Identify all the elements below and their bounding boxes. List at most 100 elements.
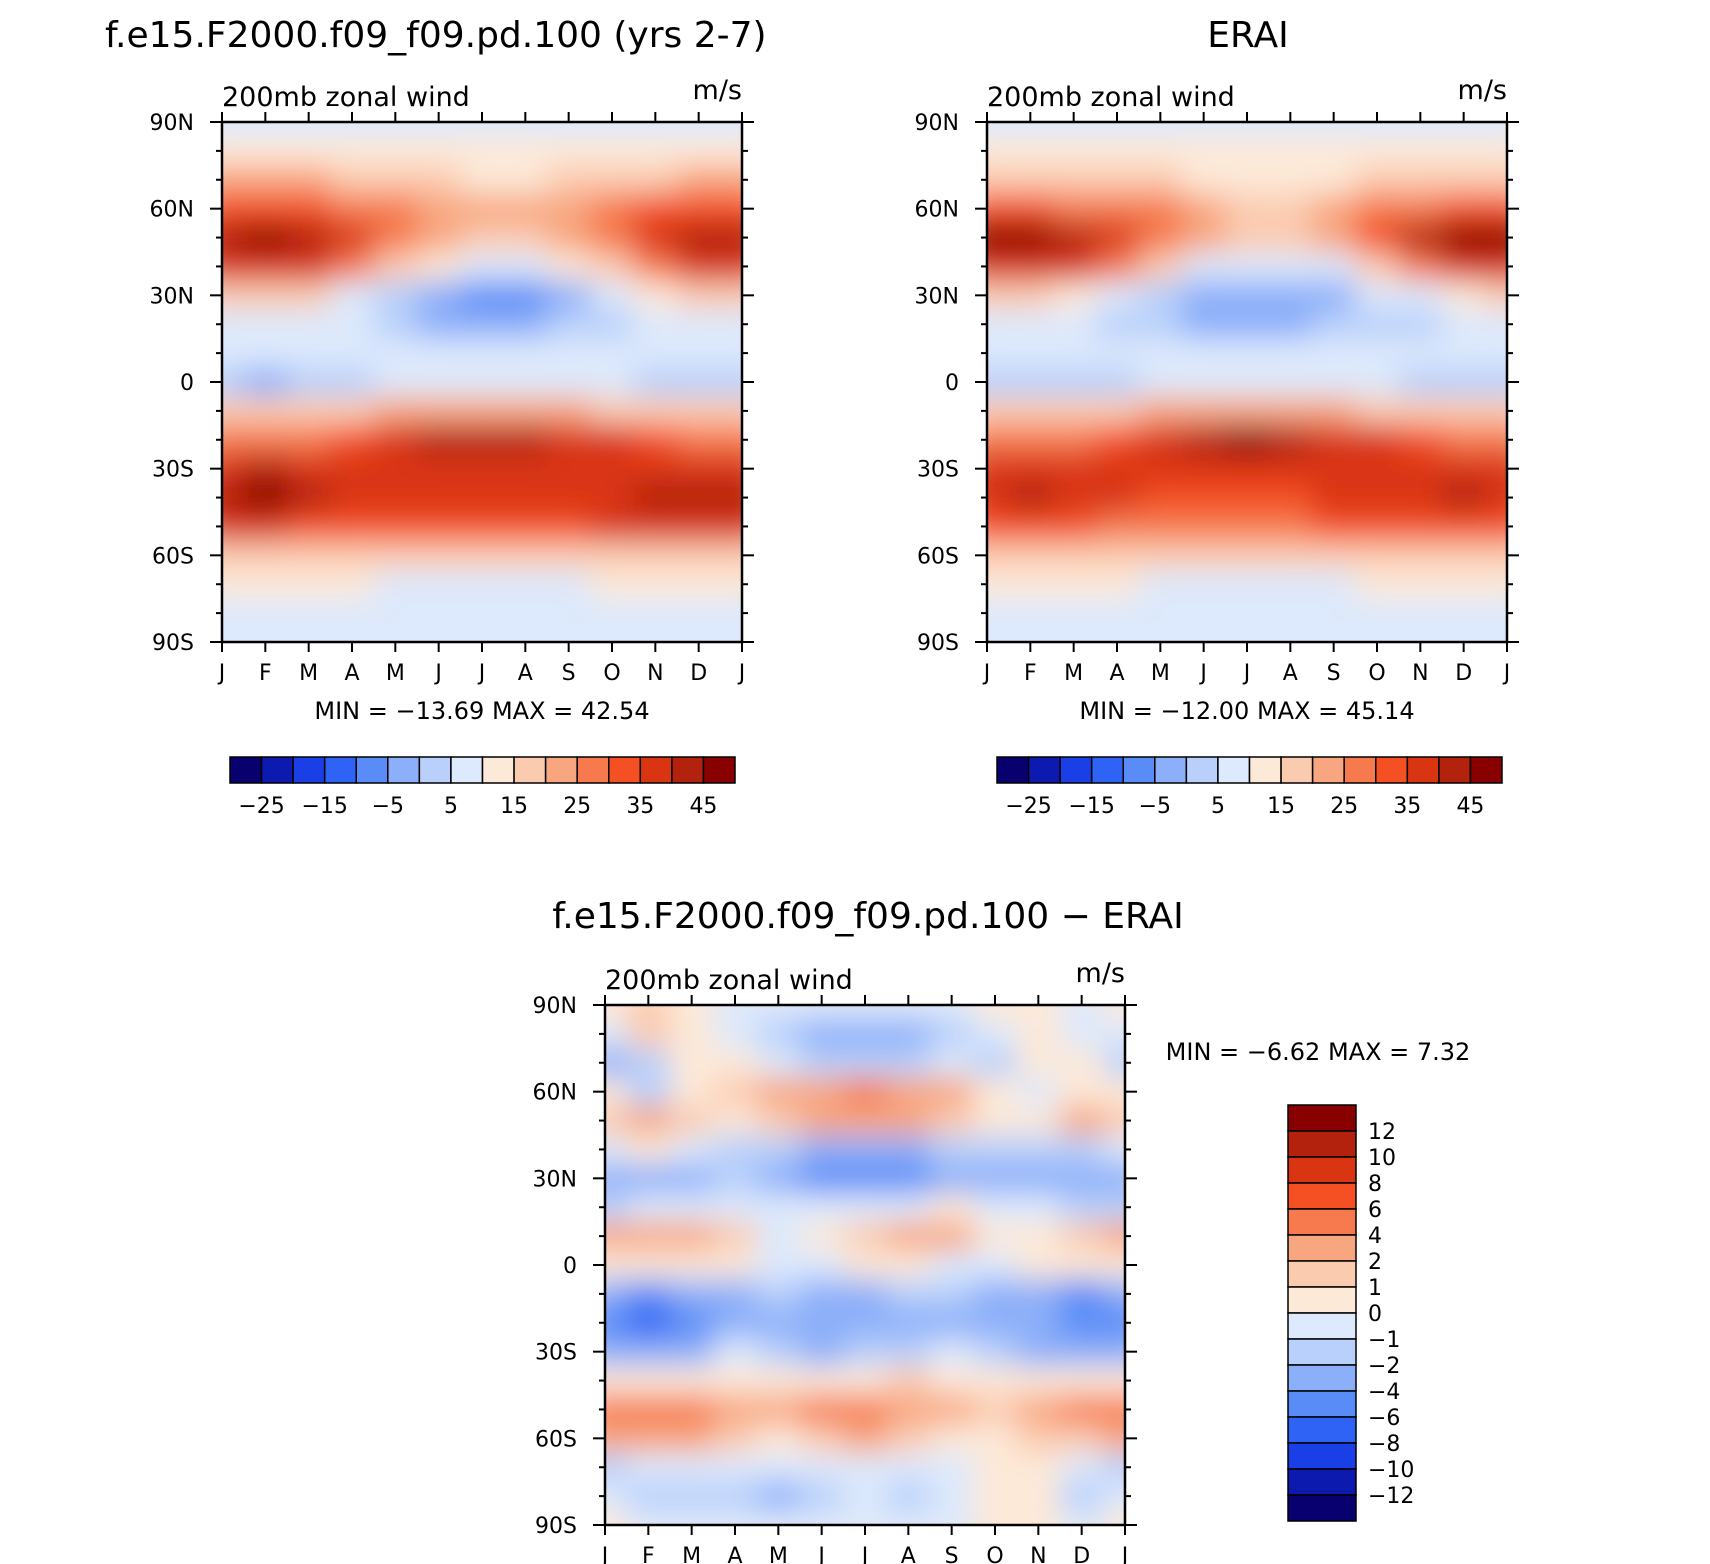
contour-cell: [756, 1337, 801, 1368]
colorbar-swatch: [1287, 1468, 1357, 1496]
contour-cell: [670, 1135, 715, 1165]
contour-cell: [633, 165, 678, 196]
contour-cell: [800, 1221, 845, 1252]
contour-cell: [1312, 165, 1357, 196]
colorbar-swatch: [229, 756, 263, 784]
colorbar-swatch: [996, 756, 1030, 784]
contour-cell: [973, 1019, 1018, 1050]
colorbar-label: 6: [1368, 1198, 1382, 1223]
colorbar-swatch: [1287, 1494, 1357, 1522]
contour-cell: [330, 627, 375, 642]
contour-cell: [605, 1048, 628, 1079]
contour-cell: [626, 1366, 671, 1396]
contour-cell: [1355, 540, 1400, 571]
contour-cell: [1182, 627, 1227, 642]
contour-cell: [800, 1366, 845, 1396]
y-tick-label: 90N: [915, 111, 959, 136]
contour-cell: [1312, 223, 1357, 253]
contour-cell: [973, 1395, 1018, 1425]
contour-cell: [626, 1481, 671, 1512]
contour-cell: [1016, 1192, 1061, 1223]
contour-cell: [756, 1279, 801, 1310]
contour-cell: [460, 396, 505, 427]
colorbar-label: −5: [1139, 794, 1171, 819]
contour-cell: [756, 1163, 801, 1194]
contour-cell: [1138, 367, 1183, 398]
colorbar-swatch: [1185, 756, 1219, 784]
contour-cell: [1485, 454, 1507, 485]
contour-cell: [605, 1192, 628, 1223]
contour-cell: [1060, 1250, 1105, 1281]
contour-cell: [720, 194, 742, 225]
contour-cell: [1355, 483, 1400, 513]
contour-cell: [1052, 194, 1097, 225]
contour-cell: [633, 540, 678, 571]
contour-cell: [800, 1019, 845, 1050]
colorbar-swatch: [1287, 1416, 1357, 1444]
contour-cell: [1016, 1005, 1061, 1021]
contour-cell: [756, 1481, 801, 1512]
contour-cell: [800, 1452, 845, 1483]
contour-cell: [330, 223, 375, 253]
contour-cell: [605, 1163, 628, 1194]
contour-cell: [1355, 280, 1400, 311]
colorbar-swatch: [576, 756, 610, 784]
contour-cell: [373, 252, 418, 282]
contour-cell: [720, 223, 742, 253]
contour-cell: [886, 1308, 931, 1339]
contour-cell: [713, 1395, 758, 1425]
contour-cell: [1138, 627, 1183, 642]
colorbar-swatch: [1469, 756, 1503, 784]
contour-cell: [287, 425, 332, 456]
contour-cell: [720, 165, 742, 196]
contour-cell: [1485, 165, 1507, 196]
contour-cell: [626, 1452, 671, 1483]
contour-cell: [886, 1279, 931, 1310]
contour-cell: [373, 136, 418, 167]
contour-cell: [503, 512, 548, 542]
contour-cell: [1312, 396, 1357, 427]
contour-cell: [243, 540, 288, 571]
x-tick-label: M: [299, 661, 318, 686]
colorbar-swatch: [1059, 756, 1093, 784]
contour-cell: [886, 1366, 931, 1396]
contour-cell: [222, 136, 245, 167]
contour-cell: [987, 367, 1010, 398]
contour-cell: [843, 1135, 888, 1165]
contour-cell: [547, 569, 592, 600]
colorbar-erai: −25 −15 −5 5 15 25 35 45: [996, 756, 1503, 819]
contour-cell: [547, 122, 592, 138]
contour-cell: [1182, 223, 1227, 253]
y-tick-label: 90S: [152, 631, 194, 656]
contour-cell: [605, 1077, 628, 1108]
contour-cell: [1103, 1221, 1125, 1252]
x-tick-label: O: [986, 1544, 1003, 1564]
contour-cell: [243, 165, 288, 196]
contour-cell: [1485, 367, 1507, 398]
contour-cell: [590, 598, 635, 629]
contour-cell: [373, 165, 418, 196]
contour-cell: [626, 1077, 671, 1108]
contour-cell: [713, 1221, 758, 1252]
contour-cell: [1442, 223, 1487, 253]
contour-cell: [626, 1163, 671, 1194]
contour-cell: [1008, 309, 1053, 340]
x-tick-label: D: [690, 661, 707, 686]
contour-cell: [1008, 627, 1053, 642]
colorbar-swatch: [1280, 756, 1314, 784]
contour-cell: [1008, 454, 1053, 485]
contour-cell: [677, 309, 722, 340]
contour-cell: [800, 1048, 845, 1079]
contour-cell: [677, 165, 722, 196]
contour-cell: [243, 598, 288, 629]
contour-cell: [930, 1452, 975, 1483]
contour-cell: [1355, 569, 1400, 600]
contour-cell: [886, 1337, 931, 1368]
contour-cell: [1103, 1192, 1125, 1223]
contour-cell: [330, 136, 375, 167]
colorbar-label: 10: [1368, 1146, 1396, 1171]
contour-cell: [713, 1452, 758, 1483]
contour-cell: [287, 627, 332, 642]
contour-cell: [800, 1510, 845, 1525]
contour-cell: [417, 425, 462, 456]
